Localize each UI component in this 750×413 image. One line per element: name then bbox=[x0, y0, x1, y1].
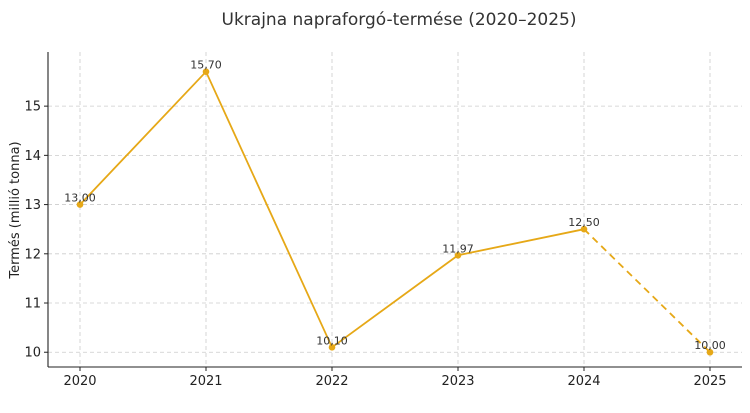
axes bbox=[47, 52, 742, 368]
data-label-2025: 10,00 bbox=[694, 339, 726, 352]
y-axis-label: Termés (millió tonna) bbox=[8, 141, 23, 279]
data-point-2025 bbox=[706, 348, 714, 356]
x-tick-label-2024: 2024 bbox=[567, 374, 600, 389]
chart-title: Ukrajna napraforgó-termése (2020–2025) bbox=[222, 10, 577, 30]
y-tick-label-10: 10 bbox=[24, 346, 41, 361]
data-label-2024: 12,50 bbox=[568, 216, 600, 229]
data-point-2020 bbox=[76, 201, 84, 208]
y-tick-label-11: 11 bbox=[24, 297, 41, 312]
y-tick-label-12: 12 bbox=[24, 247, 41, 262]
y-tick-label-13: 13 bbox=[24, 198, 41, 213]
data-point-2022 bbox=[328, 344, 336, 351]
data-label-2021: 15,70 bbox=[190, 59, 222, 72]
data-point-2024 bbox=[580, 225, 588, 233]
x-tick-label-2020: 2020 bbox=[63, 374, 96, 389]
y-tick-label-15: 15 bbox=[24, 100, 41, 115]
data-label-2020: 13,00 bbox=[64, 192, 96, 205]
ticks: 2020 2021 2022 2023 2024 2025 10 11 12 13 14 15 bbox=[24, 100, 726, 389]
x-tick-label-2025: 2025 bbox=[693, 374, 726, 389]
series-line-forecast-segment bbox=[583, 228, 711, 353]
data-label-2023: 11,97 bbox=[442, 242, 474, 255]
data-labels: 13,00 15,70 10,10 11,97 12,50 10,00 bbox=[64, 59, 726, 353]
x-tick-label-2022: 2022 bbox=[315, 374, 348, 389]
data-point-2021 bbox=[202, 68, 210, 75]
x-tick-label-2023: 2023 bbox=[441, 374, 474, 389]
x-tick-label-2021: 2021 bbox=[189, 374, 222, 389]
series bbox=[76, 68, 714, 356]
grid bbox=[48, 52, 742, 367]
data-label-2022: 10,10 bbox=[316, 334, 348, 347]
data-point-2023 bbox=[454, 251, 462, 259]
y-tick-label-14: 14 bbox=[24, 149, 41, 164]
